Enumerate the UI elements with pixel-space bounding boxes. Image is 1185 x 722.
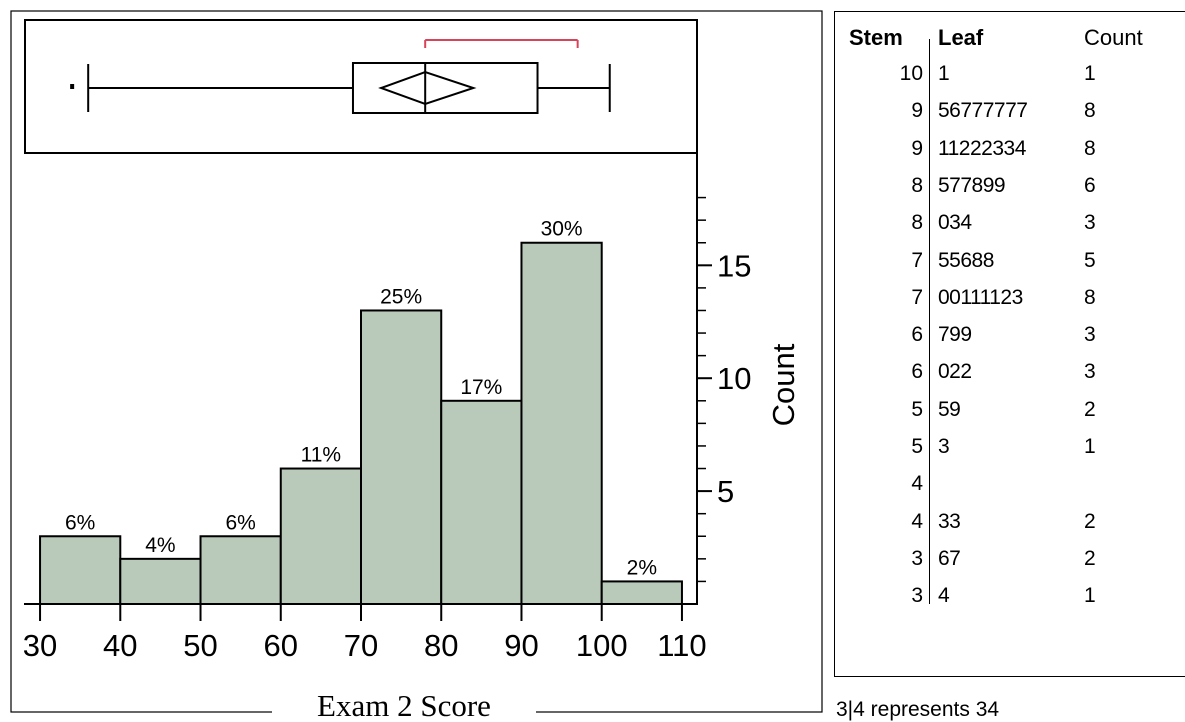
count-value: 8 (1084, 137, 1096, 161)
leaf-value: 799 (938, 323, 972, 347)
count-value: 6 (1084, 174, 1096, 198)
histogram-bar (521, 243, 601, 604)
stem-and-leaf-table: Stem Leaf Count 10 1 1 9 56777777 8 9 11222334 8… (834, 11, 1185, 677)
bar-percent-label: 30% (541, 218, 583, 241)
bar-percent-label: 4% (145, 534, 175, 557)
stem-value: 9 (911, 137, 923, 161)
bar-percent-label: 2% (627, 556, 657, 579)
histogram-bar (40, 536, 120, 604)
count-header: Count (1084, 25, 1143, 51)
stem-value: 6 (911, 360, 923, 384)
count-value: 3 (1084, 360, 1096, 384)
stem-value: 10 (900, 62, 923, 86)
stem-value: 7 (911, 249, 923, 273)
stem-value: 5 (911, 398, 923, 422)
stem-value: 8 (911, 211, 923, 235)
bar-percent-label: 6% (65, 511, 95, 534)
boxplot-panel (25, 20, 697, 153)
stem-value: 8 (911, 174, 923, 198)
count-value: 1 (1084, 435, 1096, 459)
y-tick-label: 5 (717, 474, 734, 509)
bar-percent-label: 25% (380, 285, 422, 308)
bar-percent-label: 11% (301, 444, 341, 467)
y-axis: 5 10 15 (697, 153, 751, 604)
leaf-value: 3 (938, 435, 949, 459)
histogram-bar (201, 536, 281, 604)
y-axis-title: Count (766, 343, 801, 426)
count-value: 1 (1084, 62, 1096, 86)
outlier-point (70, 84, 74, 89)
mean-diamond (381, 72, 473, 104)
leaf-value: 034 (938, 211, 972, 235)
histogram-bar (120, 559, 200, 604)
leaf-value: 55688 (938, 249, 994, 273)
histogram-bars: 6% 4% 6% 11% 25% 17% 30% 2% (40, 218, 682, 604)
stem-leaf-divider (929, 39, 930, 604)
stem-header: Stem (849, 25, 903, 51)
x-tick-label: 60 (264, 628, 298, 663)
count-value: 8 (1084, 99, 1096, 123)
leaf-value: 022 (938, 360, 972, 384)
leaf-value: 33 (938, 510, 960, 534)
x-tick-label: 50 (183, 628, 217, 663)
leaf-value: 577899 (938, 174, 1005, 198)
stem-value: 6 (911, 323, 923, 347)
x-tick-label: 70 (344, 628, 378, 663)
leaf-value: 00111123 (938, 286, 1023, 310)
histogram-bar (281, 469, 361, 604)
boxplot (70, 40, 610, 113)
histogram-bar (441, 401, 521, 604)
count-value: 1 (1084, 584, 1096, 608)
stem-value: 7 (911, 286, 923, 310)
x-tick-label: 30 (23, 628, 57, 663)
leaf-value: 67 (938, 547, 960, 571)
count-value: 5 (1084, 249, 1096, 273)
y-tick-label: 10 (717, 361, 751, 396)
x-axis: 30 40 50 60 70 80 90 100 110 (23, 604, 707, 663)
stem-value: 4 (911, 472, 923, 496)
leaf-value: 4 (938, 584, 949, 608)
stem-value: 9 (911, 99, 923, 123)
stem-leaf-key: 3|4 represents 34 (836, 698, 999, 722)
y-tick-label: 15 (717, 248, 751, 283)
leaf-value: 11222334 (938, 137, 1026, 161)
x-axis-title: Exam 2 Score (317, 688, 491, 721)
histogram-bar (361, 310, 441, 604)
count-value: 2 (1084, 547, 1096, 571)
count-value: 3 (1084, 211, 1096, 235)
x-tick-label: 100 (576, 628, 628, 663)
count-value: 3 (1084, 323, 1096, 347)
stem-value: 5 (911, 435, 923, 459)
x-tick-label: 90 (504, 628, 538, 663)
count-value: 2 (1084, 398, 1096, 422)
count-value: 8 (1084, 286, 1096, 310)
leaf-value: 59 (938, 398, 960, 422)
leaf-value: 1 (938, 62, 949, 86)
x-tick-label: 80 (424, 628, 458, 663)
count-value: 2 (1084, 510, 1096, 534)
x-tick-label: 40 (103, 628, 137, 663)
stem-value: 4 (911, 510, 923, 534)
x-tick-label: 110 (657, 628, 706, 663)
histogram-bar (602, 581, 682, 604)
stem-value: 3 (911, 547, 923, 571)
leaf-value: 56777777 (938, 99, 1027, 123)
leaf-header: Leaf (938, 25, 983, 51)
stem-value: 3 (911, 584, 923, 608)
bar-percent-label: 17% (460, 376, 502, 399)
bar-percent-label: 6% (225, 511, 255, 534)
